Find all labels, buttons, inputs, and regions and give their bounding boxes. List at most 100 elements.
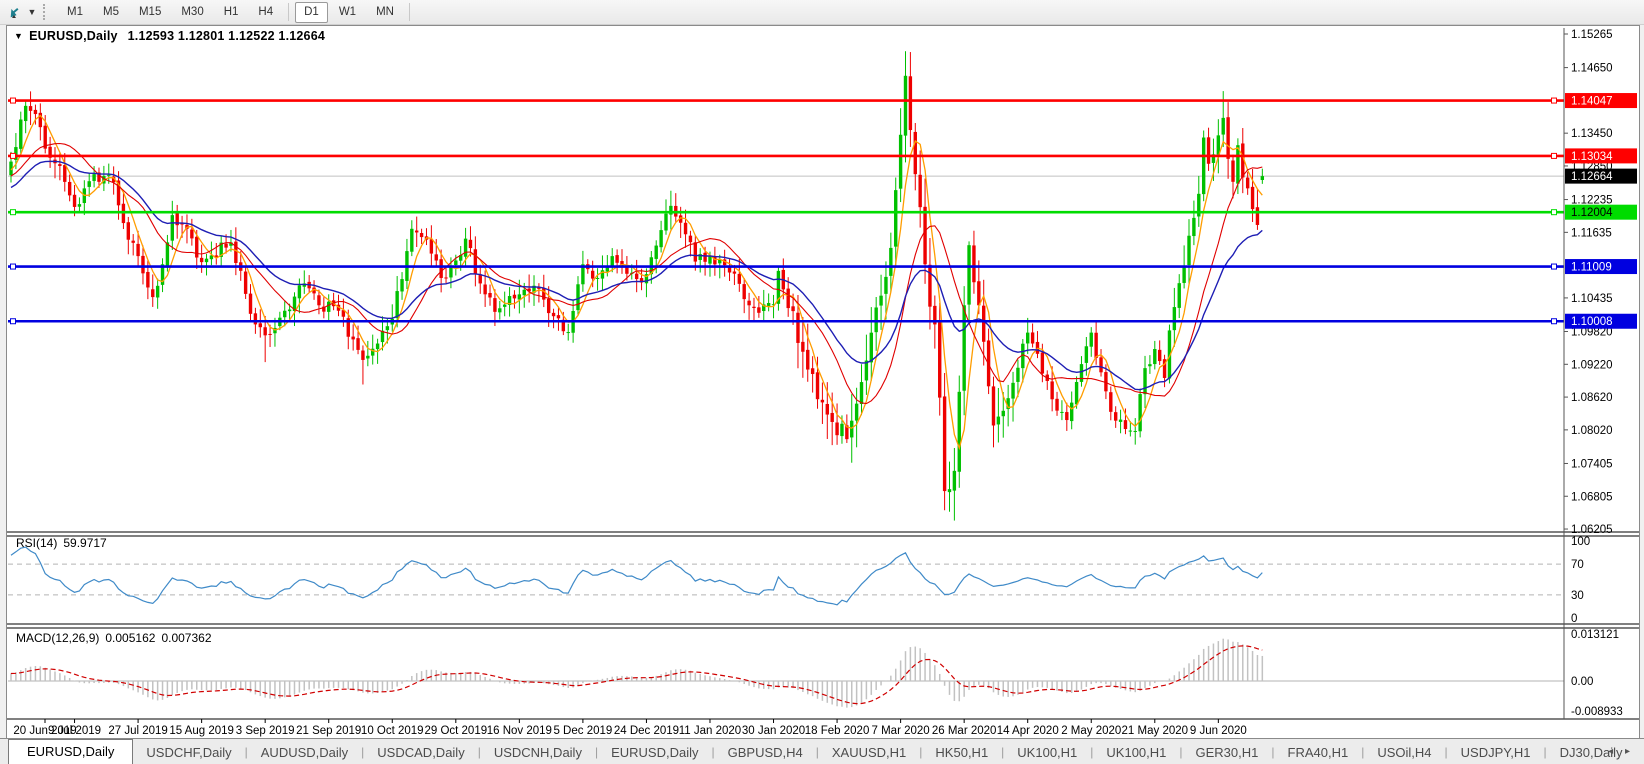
- symbol-tab-xauusd-h1[interactable]: XAUUSD,H1: [831, 745, 907, 760]
- candle-body: [58, 164, 62, 166]
- candle-body: [1099, 357, 1103, 373]
- current-price-badge-bg: [1565, 168, 1637, 184]
- candle-body: [527, 288, 531, 292]
- rsi-label: RSI(14) 59.9717: [16, 536, 113, 550]
- candle-body: [72, 194, 77, 207]
- candle-body: [1040, 352, 1045, 374]
- candle-body: [170, 215, 175, 241]
- time-tick-label: 18 Feb 2020: [805, 725, 870, 737]
- hline-handle: [1551, 97, 1557, 104]
- macd-axis-label: 0.00: [1571, 676, 1593, 688]
- period-button-m5[interactable]: M5: [102, 5, 119, 18]
- symbol-tab-gbpusd-h4[interactable]: GBPUSD,H4: [727, 745, 803, 760]
- tab-divider: |: [1090, 745, 1094, 759]
- symbol-tab-uk100-h1[interactable]: UK100,H1: [1017, 745, 1078, 760]
- candle-body: [322, 306, 326, 312]
- symbol-tab-eurusd-daily[interactable]: EURUSD,Daily: [8, 739, 134, 764]
- candle-body: [1206, 137, 1211, 164]
- candle-body: [747, 300, 751, 306]
- symbol-tab-usdchf-daily[interactable]: USDCHF,Daily: [146, 745, 232, 760]
- candle-body: [713, 256, 717, 265]
- symbol-tab-hk50-h1[interactable]: HK50,H1: [935, 745, 989, 760]
- symbol-tab-usdjpy-h1[interactable]: USDJPY,H1: [1460, 745, 1531, 760]
- tab-divider: |: [1444, 745, 1448, 759]
- candle-body: [1006, 398, 1010, 410]
- symbol-tab-uk100-h1[interactable]: UK100,H1: [1106, 745, 1167, 760]
- candle-body: [67, 181, 72, 196]
- candle-body: [160, 264, 165, 285]
- tabs-scroll-left-icon[interactable]: ◂: [1608, 746, 1614, 757]
- tab-divider: |: [711, 745, 715, 759]
- tab-divider: |: [361, 745, 365, 759]
- symbol-tab-eurusd-daily[interactable]: EURUSD,Daily: [611, 745, 699, 760]
- period-button-d1[interactable]: D1: [295, 1, 328, 23]
- hline-handle: [1551, 318, 1557, 325]
- candle-body: [1079, 364, 1084, 382]
- tab-divider: |: [1001, 745, 1005, 759]
- candle-body: [116, 180, 121, 206]
- symbol-tab-fra40-h1[interactable]: FRA40,H1: [1287, 745, 1349, 760]
- candle-body: [444, 277, 448, 279]
- candle-body: [840, 423, 844, 437]
- chart-arrows-icon[interactable]: [3, 2, 25, 22]
- candle-body: [708, 256, 712, 264]
- period-button-m15[interactable]: M15: [138, 5, 162, 18]
- time-tick-label: 3 Sep 2019: [236, 725, 295, 737]
- price-badge-1.12004-bg: [1565, 204, 1637, 220]
- candle-body: [928, 264, 932, 307]
- candle-body: [23, 105, 28, 122]
- candle-body: [727, 266, 732, 273]
- candle-body: [625, 267, 629, 274]
- periods-toolbar: ▼ M1 M5 M15 M30 H1 H4 D1 W1 MN: [0, 0, 1644, 25]
- candle-body: [1157, 349, 1162, 362]
- candle-body: [1197, 193, 1201, 217]
- macd-label: MACD(12,26,9) 0.005162 0.007362: [16, 631, 218, 645]
- toolbar-dropdown-caret-icon[interactable]: ▼: [27, 7, 37, 17]
- candle-body: [214, 255, 218, 258]
- candle-body: [195, 236, 199, 258]
- symbol-tab-ger30-h1[interactable]: GER30,H1: [1195, 745, 1259, 760]
- period-button-m30[interactable]: M30: [181, 5, 204, 18]
- symbol-tab-dj30-daily[interactable]: DJ30,Daily: [1559, 745, 1623, 760]
- tab-divider: |: [1179, 745, 1183, 759]
- candle-body: [273, 327, 277, 334]
- tabs-scroll-right-icon[interactable]: ▸: [1624, 746, 1630, 757]
- period-button-h4[interactable]: H4: [258, 5, 274, 18]
- price-tick-label: 1.10435: [1571, 293, 1613, 305]
- price-tick-label: 1.09820: [1571, 327, 1613, 339]
- period-button-h1[interactable]: H1: [223, 5, 239, 18]
- candle-body: [806, 349, 810, 370]
- candle-body: [410, 228, 414, 252]
- candle-body: [879, 295, 883, 306]
- candle-body: [136, 243, 140, 257]
- symbol-tab-usdcnh-daily[interactable]: USDCNH,Daily: [493, 745, 582, 760]
- candle-body: [1011, 382, 1015, 399]
- symbol-tab-usdcad-daily[interactable]: USDCAD,Daily: [377, 745, 465, 760]
- period-button-w1[interactable]: W1: [338, 5, 357, 18]
- price-tick-label: 1.08020: [1571, 425, 1613, 437]
- candle-body: [1211, 154, 1216, 163]
- macd-axis-label: 0.013121: [1571, 629, 1619, 641]
- time-tick-label: 5 Dec 2019: [553, 725, 612, 737]
- rsi-axis-label: 30: [1571, 590, 1584, 602]
- candle-body: [532, 285, 536, 293]
- rsi-axis-label: 70: [1571, 559, 1584, 571]
- time-tick-label: 14 Apr 2020: [997, 725, 1059, 737]
- period-button-mn[interactable]: MN: [376, 5, 394, 18]
- candle-body: [952, 470, 957, 491]
- candle-body: [933, 305, 937, 325]
- candle-body: [605, 266, 610, 272]
- period-button-m1[interactable]: M1: [67, 5, 83, 18]
- price-tick-label: 1.12235: [1571, 195, 1613, 207]
- candle-body: [1084, 346, 1089, 363]
- symbol-tab-audusd-daily[interactable]: AUDUSD,Daily: [260, 745, 349, 760]
- candle-body: [1133, 430, 1137, 432]
- symbol-tab-usoil-h4[interactable]: USOil,H4: [1377, 745, 1432, 760]
- time-tick-label: 7 Mar 2020: [872, 725, 930, 737]
- candle-body: [317, 295, 321, 306]
- collapse-triangle-icon[interactable]: ▼: [14, 31, 24, 41]
- price-tick-label: 1.06205: [1571, 524, 1613, 536]
- candle-body: [991, 386, 996, 426]
- candle-body: [923, 206, 927, 265]
- candle-body: [429, 239, 434, 254]
